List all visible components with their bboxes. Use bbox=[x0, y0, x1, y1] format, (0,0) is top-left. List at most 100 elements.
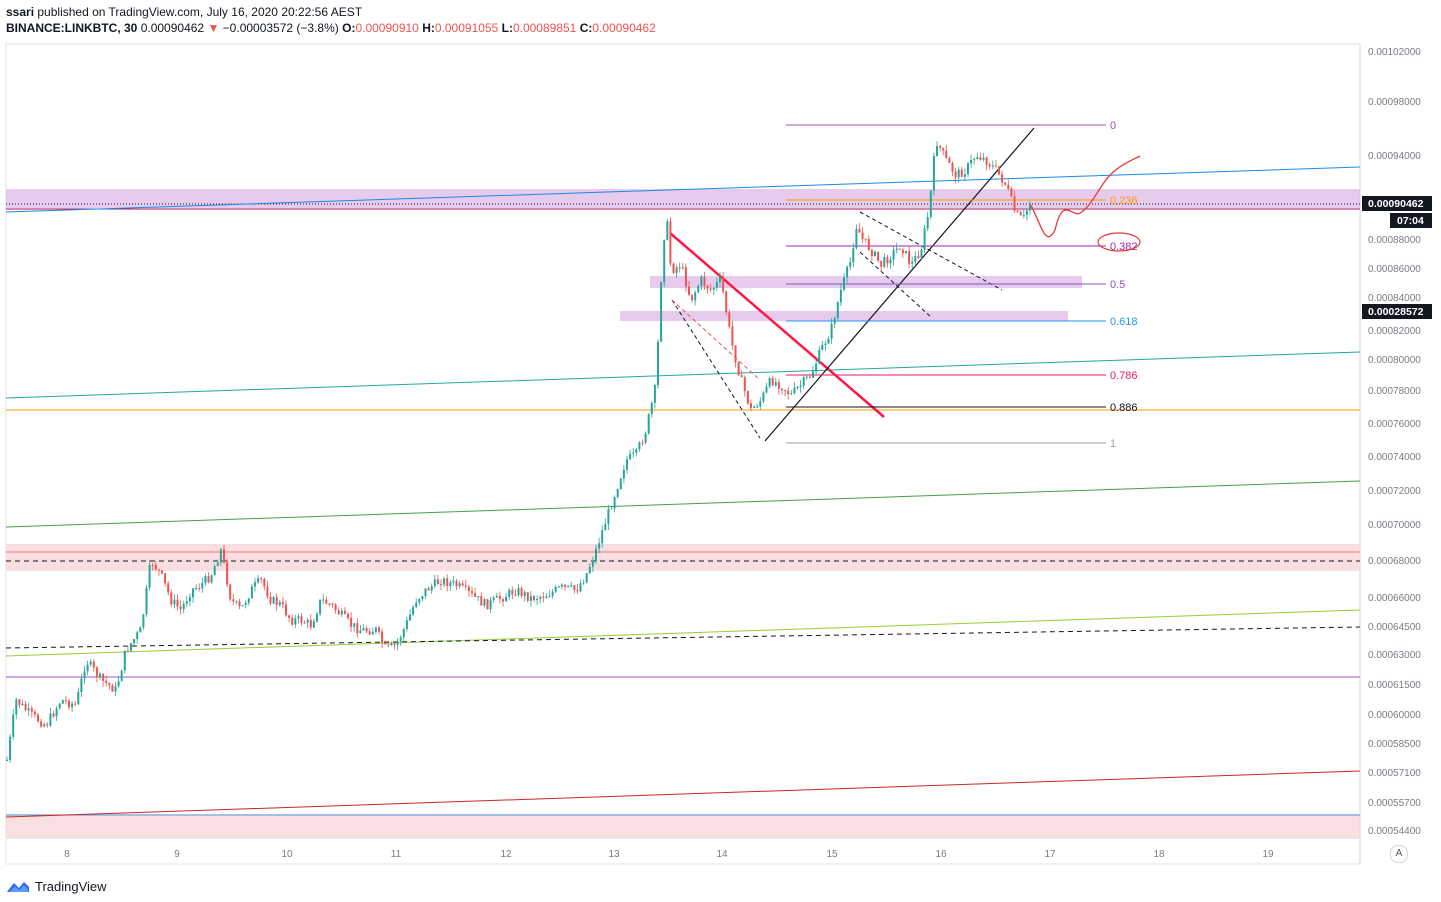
candle-body bbox=[514, 594, 517, 596]
candle-body bbox=[991, 165, 994, 167]
candle-body bbox=[731, 326, 734, 346]
candle-body bbox=[908, 251, 911, 264]
candle-body bbox=[666, 221, 669, 240]
candle-body bbox=[545, 596, 548, 599]
candle-body bbox=[80, 678, 83, 693]
candle-body bbox=[185, 601, 188, 604]
candle-body bbox=[570, 585, 573, 587]
candle-body bbox=[536, 598, 539, 601]
candle-body bbox=[920, 249, 923, 259]
candle-body bbox=[449, 582, 452, 587]
time-tick-label: 11 bbox=[391, 849, 402, 860]
candle-body bbox=[762, 392, 765, 402]
countdown-tag: 07:04 bbox=[1390, 213, 1432, 228]
candle-body bbox=[610, 508, 613, 510]
candle-body bbox=[226, 562, 229, 585]
high-label: H: bbox=[422, 21, 435, 35]
candle-body bbox=[976, 157, 979, 159]
candle-body bbox=[210, 575, 213, 583]
down-arrow-icon: ▼ bbox=[207, 21, 220, 35]
price-tick-label: 0.00061500 bbox=[1368, 680, 1421, 691]
candle-body bbox=[607, 508, 610, 525]
candle-body bbox=[929, 190, 932, 217]
candle-body bbox=[216, 562, 219, 567]
plot-area bbox=[5, 43, 1361, 865]
candle-body bbox=[657, 341, 659, 385]
price-axis[interactable]: 0.00102000 0.00098000 0.00094000 0.00088000… bbox=[1368, 47, 1421, 837]
price-tick-label: 0.00054400 bbox=[1368, 826, 1421, 837]
candle-body bbox=[653, 384, 656, 403]
auto-scale-button[interactable]: A bbox=[1390, 845, 1408, 863]
candle-body bbox=[263, 578, 266, 587]
footer-brand[interactable]: TradingView bbox=[6, 879, 107, 894]
candle-body bbox=[64, 700, 67, 702]
candle-body bbox=[244, 603, 247, 606]
fib-level-label: 0.618 bbox=[1110, 316, 1138, 328]
brand-name: TradingView bbox=[35, 879, 107, 894]
candle-body bbox=[405, 620, 408, 630]
fib-level-label: 1 bbox=[1110, 438, 1116, 450]
candle-body bbox=[350, 617, 353, 627]
candle-body bbox=[443, 578, 446, 585]
candle-body bbox=[291, 618, 294, 625]
candle-body bbox=[585, 573, 588, 583]
price-tick-label: 0.00078000 bbox=[1368, 386, 1421, 397]
candle-body bbox=[967, 163, 969, 175]
candle-body bbox=[455, 580, 458, 587]
time-tick-label: 12 bbox=[500, 849, 512, 860]
candle-body bbox=[529, 596, 532, 601]
candle-body bbox=[728, 312, 731, 327]
candle-body bbox=[768, 378, 771, 387]
price-tick-label: 0.00074000 bbox=[1368, 452, 1421, 463]
candle-body bbox=[601, 530, 604, 544]
time-tick-label: 13 bbox=[608, 849, 620, 860]
candle-body bbox=[588, 566, 591, 574]
candle-body bbox=[923, 228, 926, 250]
candle-body bbox=[378, 627, 380, 632]
candle-body bbox=[55, 708, 58, 717]
price-tick-label: 0.00098000 bbox=[1368, 97, 1421, 108]
candle-body bbox=[784, 390, 787, 392]
candle-body bbox=[867, 239, 870, 250]
candle-body bbox=[486, 599, 489, 610]
projection-path bbox=[1029, 155, 1141, 238]
candle-body bbox=[322, 599, 325, 601]
candle-body bbox=[278, 602, 281, 606]
candle-body bbox=[105, 680, 108, 684]
candle-body bbox=[700, 276, 703, 287]
candle-body bbox=[539, 596, 542, 599]
candle-body bbox=[347, 613, 349, 618]
candle-body bbox=[1019, 212, 1022, 216]
candle-body bbox=[340, 610, 343, 615]
candle-body bbox=[179, 606, 182, 610]
symbol-name[interactable]: BINANCE:LINKBTC, 30 bbox=[6, 21, 138, 35]
candle-body bbox=[247, 598, 250, 604]
candle-body bbox=[498, 595, 501, 600]
candle-body bbox=[632, 452, 635, 454]
candle-body bbox=[269, 596, 272, 604]
candle-body bbox=[576, 589, 579, 592]
publish-date: published on TradingView.com, July 16, 2… bbox=[37, 5, 363, 19]
candle-body bbox=[436, 579, 439, 585]
candle-body bbox=[452, 580, 455, 583]
candle-body bbox=[533, 596, 535, 601]
candle-body bbox=[774, 382, 777, 386]
candle-body bbox=[6, 759, 8, 761]
candle-body bbox=[818, 349, 821, 364]
symbol-info: BINANCE:LINKBTC, 30 0.00090462 ▼ −0.0000… bbox=[6, 20, 656, 36]
time-tick-label: 14 bbox=[716, 849, 728, 860]
svg-text:07:04: 07:04 bbox=[1397, 215, 1424, 227]
candle-body bbox=[672, 263, 675, 273]
author-name[interactable]: ssari bbox=[6, 5, 35, 19]
candle-body bbox=[765, 386, 768, 393]
candle-body bbox=[883, 257, 886, 267]
time-axis[interactable]: 8 9 10 11 12 13 14 15 16 17 18 19 bbox=[64, 849, 1274, 860]
candle-body bbox=[511, 589, 514, 595]
candle-body bbox=[697, 286, 700, 293]
time-tick-label: 8 bbox=[64, 849, 70, 860]
candle-body bbox=[489, 600, 492, 610]
candle-body bbox=[424, 588, 427, 597]
candle-body bbox=[821, 344, 824, 350]
